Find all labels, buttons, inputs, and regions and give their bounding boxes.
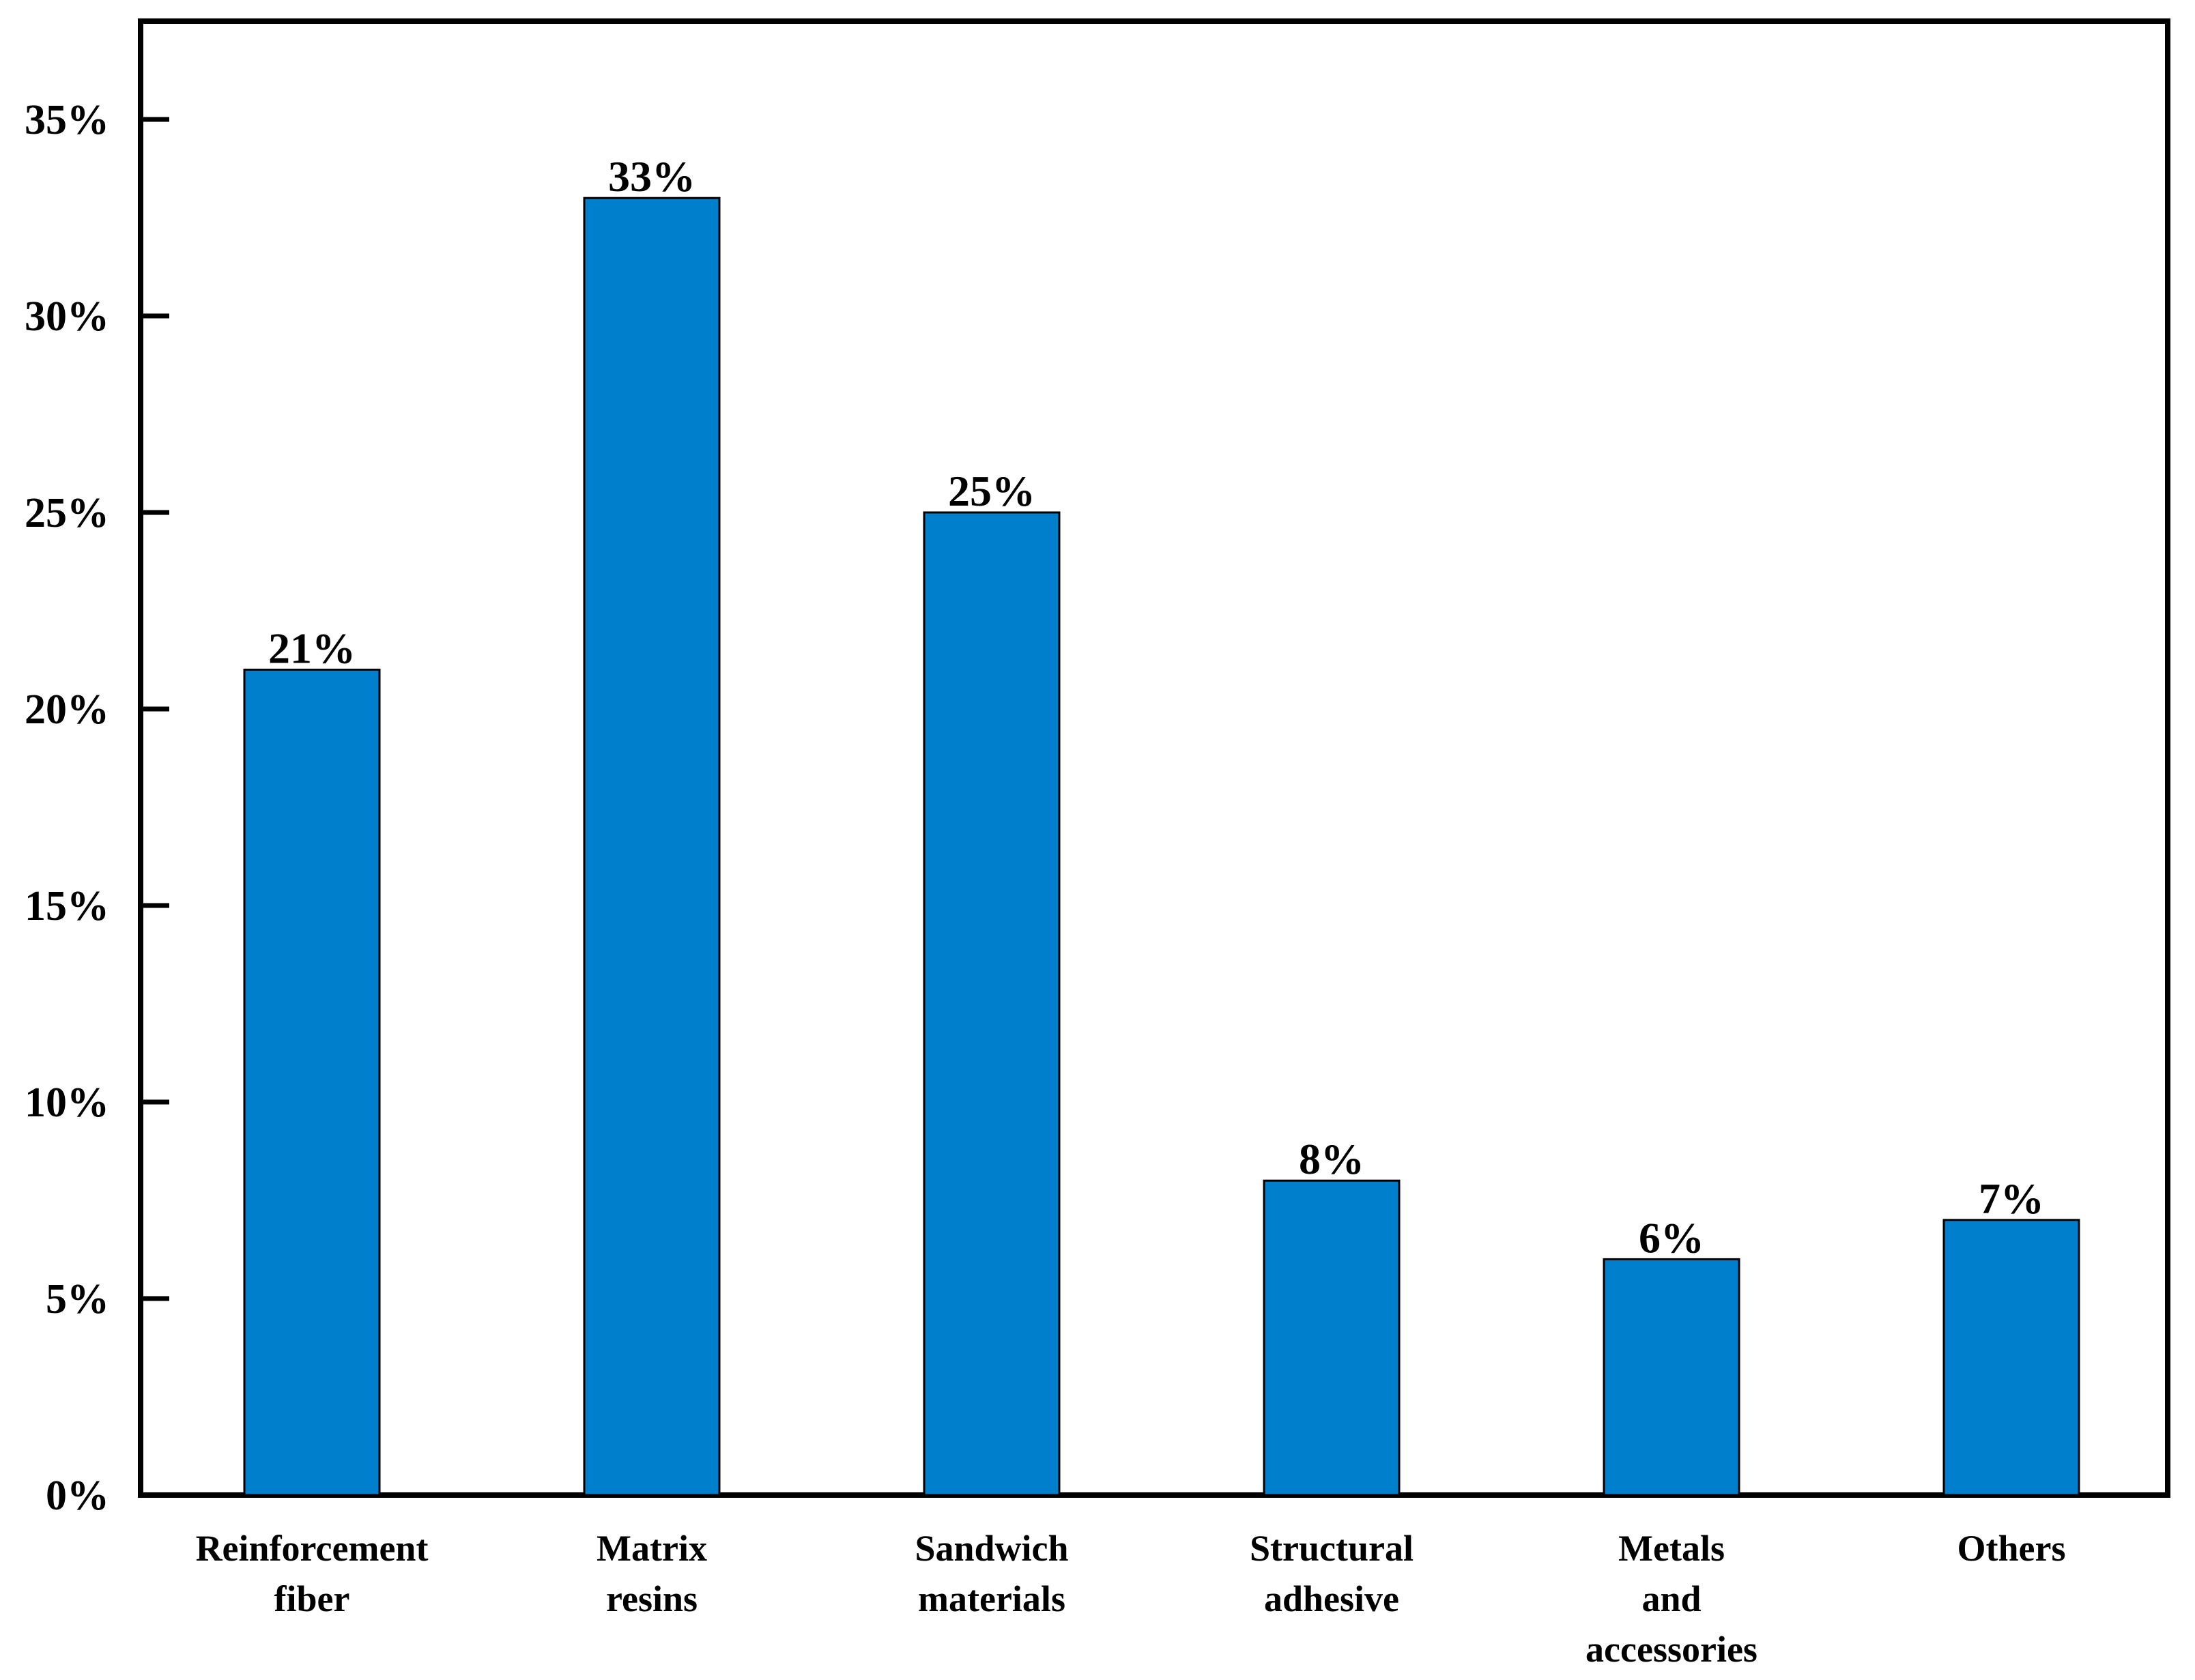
bar-data-label: 7%	[1979, 1174, 2044, 1223]
x-category-label: fiber	[274, 1578, 350, 1619]
y-tick-label: 10%	[25, 1080, 109, 1126]
x-category-label: resins	[606, 1578, 698, 1619]
x-category-label: adhesive	[1264, 1578, 1399, 1619]
bar	[923, 511, 1061, 1496]
y-tick-label: 20%	[25, 686, 109, 733]
x-category-label: accessories	[1586, 1629, 1758, 1670]
y-tick-label: 35%	[25, 97, 109, 143]
bar-data-label: 8%	[1299, 1135, 1364, 1183]
bar	[1263, 1179, 1401, 1496]
plot-area-frame	[138, 18, 2170, 1498]
x-category-label: Reinforcement	[196, 1528, 429, 1569]
x-category-label: Others	[1957, 1528, 2066, 1569]
data-labels: 21% 33% 25% 8% 6% 7%	[268, 152, 2044, 1262]
bar-series	[243, 197, 2080, 1496]
y-tick-label: 15%	[25, 883, 109, 929]
x-category-label: Structural	[1250, 1528, 1414, 1569]
y-tick-label: 5%	[46, 1276, 109, 1322]
y-tick-label: 25%	[25, 490, 109, 536]
y-tick-label: 0%	[46, 1473, 109, 1519]
x-axis-category-labels: Reinforcement fiber Matrix resins Sandwich ma…	[196, 1528, 2066, 1670]
x-category-label: and	[1641, 1578, 1701, 1619]
bar	[1603, 1258, 1740, 1496]
bar-data-label: 25%	[948, 467, 1035, 515]
bar-data-label: 6%	[1639, 1213, 1704, 1262]
bar-data-label: 21%	[268, 624, 356, 672]
x-category-label: Sandwich	[915, 1528, 1068, 1569]
bar	[243, 668, 381, 1496]
y-axis: 0% 5% 10% 15% 20% 25% 30% 35%	[25, 97, 169, 1519]
bar	[1942, 1219, 2080, 1496]
x-category-label: Metals	[1618, 1528, 1725, 1569]
x-category-label: materials	[918, 1578, 1065, 1619]
y-tick-label: 30%	[25, 293, 109, 340]
bar	[583, 197, 721, 1496]
x-category-label: Matrix	[597, 1528, 707, 1569]
bar-data-label: 33%	[608, 152, 695, 201]
